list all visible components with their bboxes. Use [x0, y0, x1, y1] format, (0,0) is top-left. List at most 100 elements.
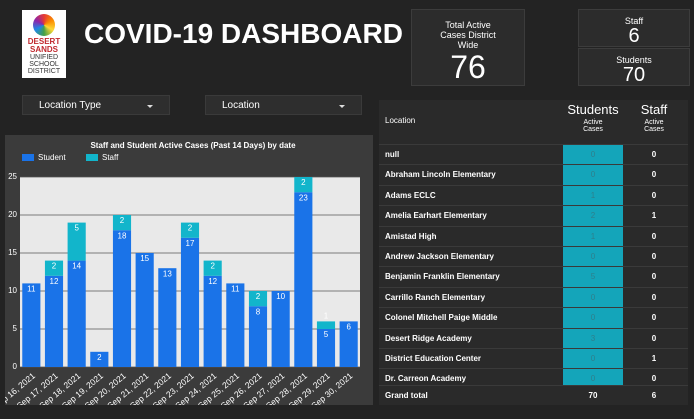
- logo-text: SANDS: [29, 45, 58, 54]
- table-cell: Carrillo Ranch Elementary: [385, 292, 486, 302]
- data-label: 14: [72, 262, 81, 271]
- chart-title: Staff and Student Active Cases (Past 14 …: [90, 141, 296, 150]
- data-label: 17: [186, 239, 195, 248]
- table-cell: District Education Center: [385, 354, 482, 363]
- data-label: 11: [27, 285, 36, 294]
- table-cell: 0: [651, 231, 657, 241]
- grand-total-cell: 70: [588, 391, 598, 400]
- y-tick-label: 5: [13, 324, 18, 333]
- data-label: 6: [346, 323, 351, 332]
- column-subtitle: Active Cases: [583, 119, 603, 133]
- table-cell: 0: [651, 252, 657, 261]
- table-row: Abraham Lincoln Elementary 0 0: [379, 164, 688, 186]
- bar-segment: [180, 222, 200, 238]
- bar-segment: [294, 177, 313, 193]
- bar-segment: [294, 192, 313, 367]
- kpi-value: 6: [628, 25, 640, 47]
- table-cell: 3: [563, 328, 623, 349]
- bar-segment: [112, 230, 132, 367]
- y-tick-label: 10: [8, 286, 17, 295]
- column-header: Staff Active Cases: [625, 102, 683, 146]
- table-cell: 0: [651, 292, 657, 302]
- bar-segment: [67, 222, 86, 261]
- chart-panel: Staff and Student Active Cases (Past 14 …: [5, 135, 373, 405]
- table-cell: 0: [563, 165, 623, 186]
- data-label: 2: [188, 224, 193, 233]
- table-cell: Andrew Jackson Elementary: [385, 252, 494, 261]
- data-label: 23: [299, 193, 308, 202]
- table-cell: 0: [563, 369, 623, 390]
- table-cell: 5: [563, 267, 623, 288]
- data-label: 18: [118, 231, 127, 240]
- bar-segment: [203, 275, 222, 367]
- data-label: 2: [97, 353, 102, 362]
- table-cell: Colonel Mitchell Paige Middle: [385, 313, 498, 323]
- grand-total-cell: Grand total: [385, 391, 428, 400]
- table-cell: 0: [651, 272, 657, 282]
- grand-total-row: Grand total 70 6: [379, 385, 688, 405]
- data-label: 2: [301, 178, 306, 187]
- data-label: 15: [140, 254, 149, 263]
- column-header: Location: [385, 116, 415, 160]
- logo-text: SCHOOL: [29, 61, 59, 68]
- table-cell: 0: [563, 247, 623, 267]
- table-cell: Amistad High: [385, 231, 437, 241]
- table-row: Amistad High 1 0: [379, 225, 688, 247]
- kpi-label: Staff: [624, 16, 644, 26]
- legend-label: Student: [38, 153, 66, 162]
- bar-segment: [316, 321, 336, 329]
- bar-segment: [44, 260, 64, 276]
- kpi-card: Staff 6: [578, 9, 690, 47]
- table-cell: 0: [563, 287, 623, 308]
- table: Location Students Active Cases Staff Active …: [379, 100, 688, 405]
- table-cell: null: [385, 150, 400, 159]
- table-cell: 0: [651, 374, 657, 384]
- bar-segment: [67, 260, 86, 367]
- filter-dropdown[interactable]: Location Type: [22, 95, 170, 115]
- kpi-label: Students: [616, 55, 652, 65]
- table-cell: 0: [563, 145, 623, 165]
- table-row: District Education Center 0 1: [379, 348, 688, 369]
- table-row: Dr. Carreon Academy 0 0: [379, 368, 688, 390]
- table-row: Carrillo Ranch Elementary 0 0: [379, 286, 688, 308]
- y-tick-label: 25: [8, 172, 17, 181]
- bar-segment: [226, 283, 245, 367]
- data-label: 10: [276, 292, 285, 301]
- table-row: Benjamin Franklin Elementary 5 0: [379, 266, 688, 288]
- data-label: 2: [256, 292, 261, 301]
- table-row: null 0 0: [379, 144, 688, 165]
- bar-segment: [112, 215, 132, 231]
- table-cell: Abraham Lincoln Elementary: [385, 170, 496, 180]
- table-row: Amelia Earhart Elementary 2 1: [379, 205, 688, 227]
- grand-total-cell: 6: [651, 391, 657, 400]
- table-cell: 0: [651, 150, 657, 159]
- table-cell: 0: [651, 333, 657, 343]
- data-label: 5: [74, 224, 79, 233]
- table-cell: 1: [563, 226, 623, 247]
- column-title: Students: [567, 102, 619, 117]
- table-cell: 1: [651, 211, 657, 221]
- column-subtitle: Active Cases: [644, 119, 664, 133]
- data-label: 8: [256, 307, 261, 316]
- bar-segment: [22, 283, 41, 367]
- bar-segment: [271, 291, 290, 367]
- y-tick-label: 15: [8, 248, 17, 257]
- chart: Staff and Student Active Cases (Past 14 …: [5, 141, 360, 405]
- kpi-card: Total Active Cases District Wide 76: [411, 9, 525, 86]
- legend-label: Staff: [102, 153, 119, 162]
- bar-segment: [44, 275, 64, 367]
- table-row: Colonel Mitchell Paige Middle 0 0: [379, 307, 688, 329]
- table-cell: 0: [651, 313, 657, 323]
- table-cell: Benjamin Franklin Elementary: [385, 272, 500, 282]
- logo-text: UNIFIED: [30, 54, 58, 61]
- table-cell: 0: [651, 190, 657, 200]
- table-cell: 1: [651, 354, 657, 363]
- kpi-value: 70: [622, 64, 646, 86]
- bar-segment: [316, 329, 336, 367]
- data-label: 2: [52, 262, 57, 271]
- table-cell: Adams ECLC: [385, 190, 436, 200]
- table-cell: 2: [563, 206, 623, 227]
- bar-segment: [90, 351, 109, 367]
- filter-dropdown[interactable]: Location: [205, 95, 362, 115]
- bar-segment: [248, 306, 268, 367]
